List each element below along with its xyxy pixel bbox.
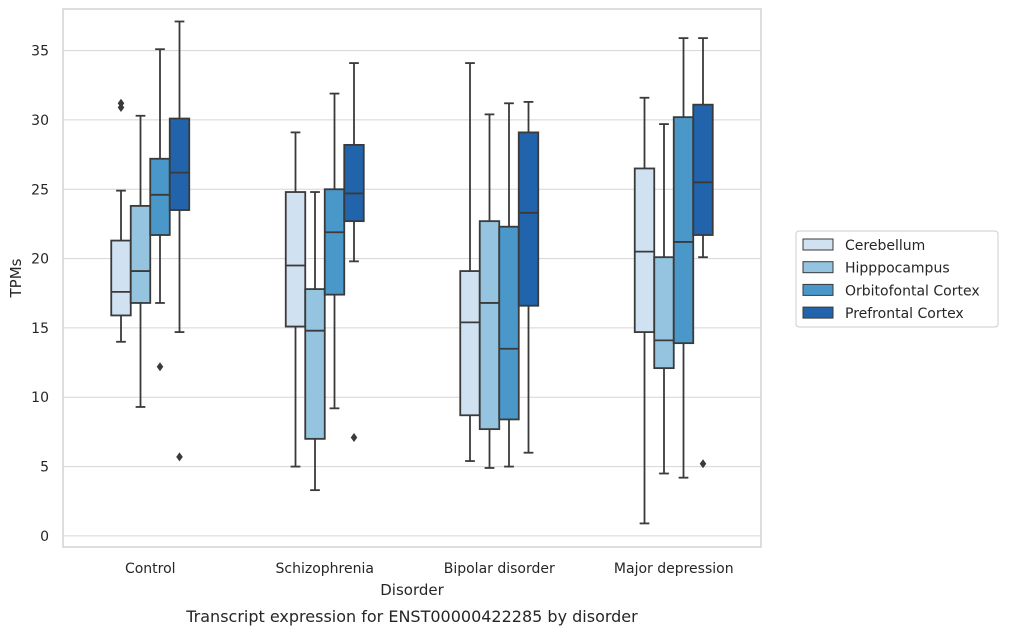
legend-swatch	[802, 261, 834, 274]
box	[168, 117, 191, 211]
legend-frame	[795, 230, 999, 328]
outlier-point	[117, 102, 125, 112]
legend-label: Prefrontal Cortex	[845, 306, 964, 322]
y-tick-label: 35	[31, 44, 49, 60]
outlier-point	[176, 452, 183, 462]
box	[459, 270, 481, 417]
y-tick-label: 20	[31, 252, 49, 268]
legend-swatch	[802, 238, 834, 251]
box	[304, 288, 326, 440]
legend-label: Hipppocampus	[845, 261, 950, 277]
box	[149, 157, 171, 236]
box	[110, 239, 132, 317]
x-tick-label: Control	[125, 561, 176, 577]
box	[517, 131, 540, 307]
series-orbitofontal-cortex	[149, 37, 695, 479]
box	[343, 143, 365, 223]
y-tick-label: 0	[40, 529, 49, 545]
y-tick-label: 30	[31, 113, 49, 129]
x-tick-label: Schizophrenia	[276, 561, 374, 577]
plot-frame	[62, 8, 762, 548]
outlier-point	[350, 432, 358, 442]
legend-label: Cerebellum	[845, 238, 925, 254]
box	[692, 103, 714, 236]
legend-swatch	[802, 306, 834, 319]
y-tick-label: 10	[31, 390, 49, 406]
box	[672, 116, 695, 345]
outlier-point	[156, 362, 164, 372]
x-axis-label: Disorder	[380, 581, 444, 599]
x-tick-label: Major depression	[614, 561, 734, 577]
box-series-layer	[110, 20, 714, 525]
box	[498, 225, 520, 421]
y-axis-label: TPMs	[7, 258, 25, 298]
box	[633, 167, 656, 333]
legend-label: Orbitofontal Cortex	[845, 283, 980, 299]
box	[478, 220, 501, 431]
y-tick-label: 5	[40, 460, 49, 476]
x-tick-label: Bipolar disorder	[444, 561, 555, 577]
box	[284, 191, 307, 328]
box	[323, 188, 346, 296]
series-prefrontal-cortex	[168, 20, 714, 469]
legend: Cerebellum Hipppocampus Orbitofontal Corte…	[795, 230, 999, 328]
y-tick-label: 25	[31, 182, 49, 198]
chart-caption: Transcript expression for ENST0000042228…	[185, 607, 638, 626]
box	[653, 256, 675, 370]
box	[129, 204, 152, 304]
x-tick-labels: Control Schizophrenia Bipolar disorder Majo…	[125, 561, 734, 577]
y-tick-label: 15	[31, 321, 49, 337]
series-hipppocampus	[129, 113, 675, 492]
legend-swatch	[802, 283, 834, 296]
series-cerebellum	[110, 62, 656, 525]
outlier-point	[699, 459, 707, 469]
y-tick-labels: 0 5 10 15 20 25 30 35	[31, 44, 49, 545]
